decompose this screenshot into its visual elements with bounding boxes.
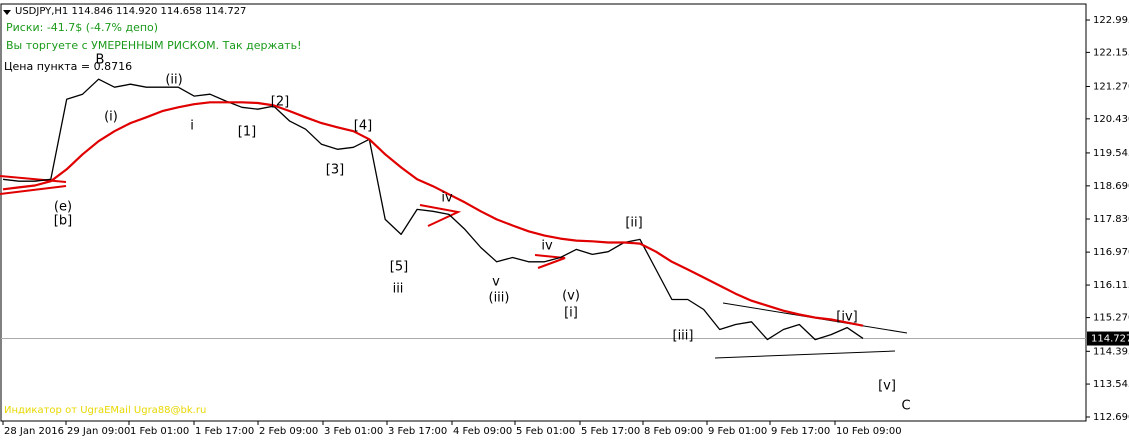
y-tick-label: 116.970 xyxy=(1093,247,1129,258)
y-tick-label: 116.115 xyxy=(1093,280,1129,291)
trend-line xyxy=(714,350,896,359)
x-tick-label: 5 Feb 17:00 xyxy=(581,426,640,437)
x-tick-label: 29 Jan 09:00 xyxy=(67,426,130,437)
wave-label: [v] xyxy=(878,379,896,394)
wave-label: [i] xyxy=(564,306,578,321)
wave-label: iv xyxy=(441,191,453,206)
x-tick-label: 8 Feb 09:00 xyxy=(644,426,703,437)
trend-line xyxy=(0,185,67,195)
wave-label: [3] xyxy=(326,163,344,178)
x-tick-label: 28 Jan 2016 xyxy=(4,426,64,437)
wave-label: v xyxy=(492,275,500,290)
wave-label: (i) xyxy=(104,110,118,125)
x-tick-label: 4 Feb 09:00 xyxy=(453,426,512,437)
moving-average xyxy=(2,101,864,327)
wave-label: [4] xyxy=(354,119,372,134)
wave-label: [iv] xyxy=(836,310,857,325)
menu-arrow xyxy=(3,10,11,15)
y-tick-label: 115.270 xyxy=(1093,313,1129,324)
wave-label: i xyxy=(190,119,194,134)
plot-frame xyxy=(0,3,1087,422)
y-tick-label: 122.155 xyxy=(1093,47,1129,58)
point-text: Цена пункта = 0.8716 xyxy=(4,60,132,73)
y-tick-label: 120.430 xyxy=(1093,114,1129,125)
x-tick-label: 9 Feb 17:00 xyxy=(771,426,830,437)
trend-line xyxy=(534,254,566,269)
y-tick-label: 118.690 xyxy=(1093,181,1129,192)
x-tick-label: 1 Feb 01:00 xyxy=(130,426,189,437)
price-line xyxy=(2,78,864,341)
wave-label: [2] xyxy=(271,95,289,110)
wave-label: (e) xyxy=(54,200,72,215)
last-price-box xyxy=(1087,331,1129,346)
y-tick-label: 117.830 xyxy=(1093,214,1129,225)
wave-label: iv xyxy=(541,239,553,254)
y-tick-label: 121.270 xyxy=(1093,81,1129,92)
header: USDJPY,H1 114.846 114.920 114.658 114.72… xyxy=(15,6,246,17)
drawings xyxy=(0,175,908,359)
last-price-label: 114.727 xyxy=(1091,334,1129,345)
y-tick-label: 112.690 xyxy=(1093,412,1129,423)
wave-label: iii xyxy=(393,282,404,297)
y-tick-label: 119.545 xyxy=(1093,148,1129,159)
wave-label: [ii] xyxy=(625,216,642,231)
x-tick-label: 3 Feb 01:00 xyxy=(324,426,383,437)
wave-label: (v) xyxy=(562,289,580,304)
wave-label: [1] xyxy=(238,125,256,140)
wave-label: (iii) xyxy=(489,291,510,306)
x-tick-label: 10 Feb 09:00 xyxy=(836,426,902,437)
y-tick-label: 114.395 xyxy=(1093,346,1129,357)
wave-label: B xyxy=(96,53,105,68)
x-tick-label: 5 Feb 01:00 xyxy=(516,426,575,437)
trend-line xyxy=(419,204,462,227)
trend-line xyxy=(0,175,67,183)
y-tick-label: 122.995 xyxy=(1093,15,1129,26)
wave-label: (ii) xyxy=(165,73,182,88)
advice-text: Вы торгуете с УМЕРЕННЫМ РИСКОМ. Так держ… xyxy=(6,39,302,52)
y-tick-label: 113.545 xyxy=(1093,379,1129,390)
x-tick-label: 3 Feb 17:00 xyxy=(388,426,447,437)
footer-text: Индикатор от UgraEMail Ugra88@bk.ru xyxy=(4,405,206,416)
x-tick-label: 1 Feb 17:00 xyxy=(195,426,254,437)
x-tick-label: 9 Feb 01:00 xyxy=(708,426,767,437)
x-tick-label: 2 Feb 09:00 xyxy=(259,426,318,437)
wave-label: [5] xyxy=(390,260,408,275)
wave-label: [b] xyxy=(54,214,72,229)
risk-text: Риски: -41.7$ (-4.7% депо) xyxy=(6,21,158,34)
wave-label: [iii] xyxy=(673,329,694,344)
wave-label: C xyxy=(901,399,910,414)
